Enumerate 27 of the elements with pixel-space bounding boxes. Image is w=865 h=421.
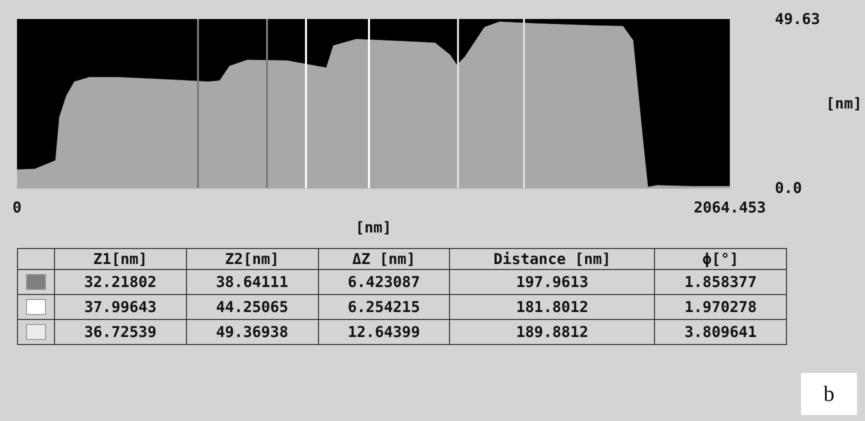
data-label: 6.254215 [318,294,450,320]
y-tick-label: 0.0 [774,179,802,198]
y-tick-label: 49.63 [774,10,820,28]
text: b [801,373,857,415]
category-label: Z1[nm] [54,248,186,270]
category-label: ϕ[°] [654,248,786,270]
data-label: 49.36938 [186,320,318,344]
data-label: 197.9613 [450,270,655,294]
data-label: 189.8812 [450,320,655,344]
data-label: 6.423087 [318,270,450,294]
x-tick-label: 2064.453 [694,198,766,217]
category-label: Z2[nm] [186,248,318,270]
x-axis-title: [nm] [355,218,392,236]
category-label: Distance [nm] [450,248,655,270]
data-label: 12.64399 [318,320,450,344]
data-label: 38.64111 [186,270,318,294]
data-label: 44.25065 [186,294,318,320]
x-tick-label: 0 [12,198,22,217]
data-label: 37.99643 [54,294,186,320]
data-label: 36.72539 [54,320,186,344]
category-label: ΔZ [nm] [318,248,450,270]
data-label: 32.21802 [54,270,186,294]
y-axis-title: [nm] [826,94,862,113]
data-label: 181.8012 [450,294,655,320]
data-label: 1.970278 [654,294,786,320]
data-label: 3.809641 [654,320,786,344]
data-label: 1.858377 [654,270,786,294]
